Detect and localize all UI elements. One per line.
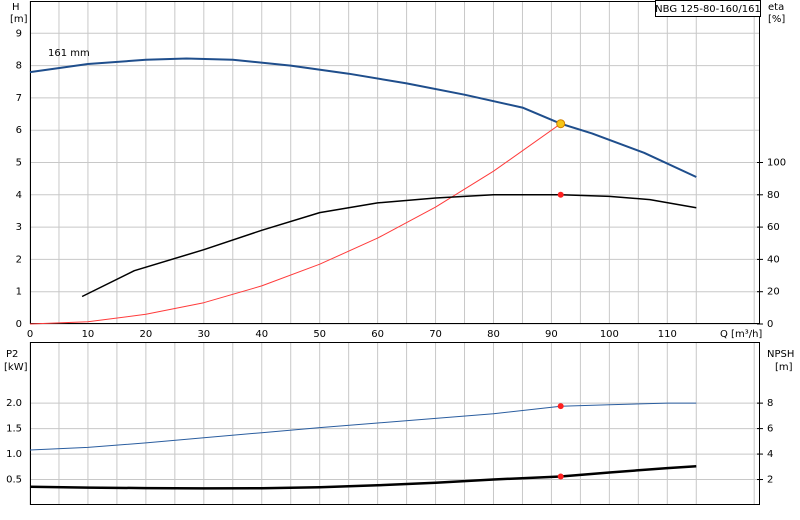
- x-tick-label: 20: [140, 329, 153, 340]
- y2-tick-label: 80: [767, 190, 780, 201]
- x-tick-label: 50: [313, 329, 326, 340]
- x-tick-label: 80: [487, 329, 500, 340]
- curve: [81, 194, 697, 298]
- x-tick-label: 0: [27, 329, 33, 340]
- y-tick-label: 0: [16, 319, 22, 330]
- plot-frame: [30, 1, 760, 324]
- duty-point: [557, 473, 564, 480]
- duty-point: [556, 119, 566, 129]
- x-axis-label: Q [m³/h]: [720, 329, 762, 340]
- curve: [29, 123, 561, 325]
- title-box: [655, 0, 761, 17]
- y-axis-unit: [m]: [10, 14, 28, 25]
- x-tick-label: 60: [371, 329, 384, 340]
- duty-point: [557, 403, 564, 410]
- y2-axis-unit: [%]: [768, 14, 785, 25]
- duty-point: [557, 191, 564, 198]
- y2-tick-label: 20: [767, 287, 780, 298]
- x-tick-label: 110: [658, 329, 677, 340]
- plot-frame: [30, 342, 760, 505]
- curve-annotation: 161 mm: [48, 48, 90, 59]
- y-tick-label: 3: [16, 222, 22, 233]
- plot-area: [30, 342, 760, 505]
- x-tick-label: 30: [197, 329, 210, 340]
- y2-tick-label: 4: [767, 449, 773, 460]
- x-tick-label: 10: [82, 329, 95, 340]
- y-tick-label: 0.5: [6, 475, 22, 486]
- y-axis-label: P2: [6, 349, 18, 360]
- y-tick-label: 8: [16, 61, 22, 72]
- y-tick-label: 9: [16, 28, 22, 39]
- y2-tick-label: 8: [767, 398, 773, 409]
- y-tick-label: 1: [16, 287, 22, 298]
- y2-tick-label: 6: [767, 424, 773, 435]
- curve: [29, 402, 697, 451]
- y-tick-label: 1.5: [6, 424, 22, 435]
- curve: [29, 57, 697, 178]
- y2-tick-label: 40: [767, 254, 780, 265]
- y-axis-label: H: [12, 2, 20, 13]
- curve: [29, 465, 697, 490]
- y-tick-label: 5: [16, 158, 22, 169]
- y-tick-label: 7: [16, 93, 22, 104]
- y2-axis-unit: [m]: [775, 362, 793, 373]
- y2-axis-label: NPSH: [767, 349, 794, 360]
- y-tick-label: 2.0: [6, 398, 22, 409]
- y2-tick-label: 2: [767, 475, 773, 486]
- y2-tick-label: 100: [767, 158, 786, 169]
- chart-title: NBG 125-80-160/161: [655, 4, 761, 15]
- x-tick-label: 90: [545, 329, 558, 340]
- y-tick-label: 4: [16, 190, 22, 201]
- y-tick-label: 6: [16, 125, 22, 136]
- y-tick-label: 1.0: [6, 449, 22, 460]
- x-tick-label: 40: [255, 329, 268, 340]
- y2-tick-label: 60: [767, 222, 780, 233]
- y-tick-label: 2: [16, 254, 22, 265]
- y-axis-unit: [kW]: [4, 362, 28, 373]
- x-tick-label: 70: [429, 329, 442, 340]
- y2-axis-label: eta: [768, 2, 784, 13]
- x-tick-label: 100: [600, 329, 619, 340]
- y2-tick-label: 0: [767, 319, 773, 330]
